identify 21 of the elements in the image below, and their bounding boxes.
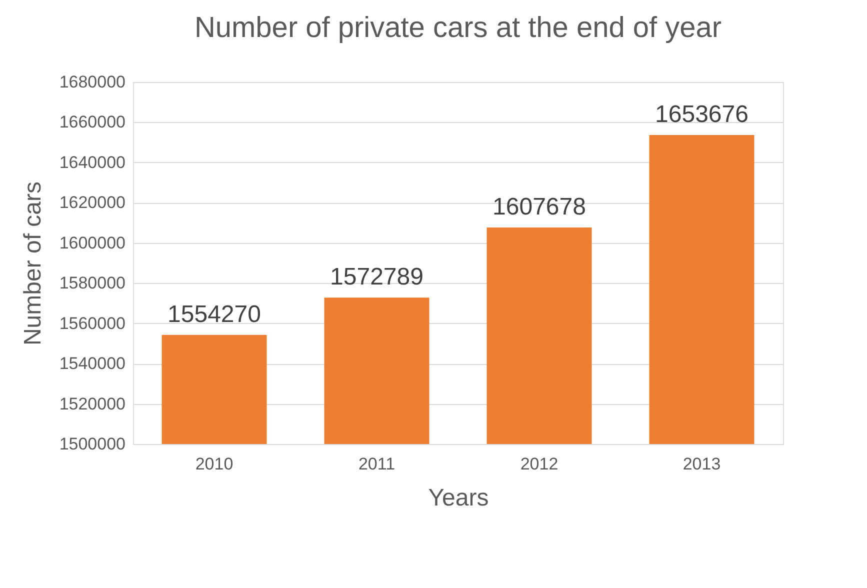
x-axis-title: Years	[428, 484, 489, 512]
y-tick-label: 1520000	[59, 394, 126, 414]
chart-title: Number of private cars at the end of year	[194, 12, 722, 44]
y-tick-label: 1500000	[59, 434, 126, 454]
y-tick-label: 1540000	[59, 354, 126, 374]
y-tick-label: 1580000	[59, 274, 126, 293]
data-label: 1653676	[655, 100, 748, 128]
x-tick-label: 2010	[195, 454, 234, 474]
y-tick-label: 1620000	[59, 193, 126, 212]
x-tick-label: 2011	[358, 454, 396, 474]
y-tick-label: 1640000	[59, 152, 126, 172]
x-tick-label: 2013	[682, 454, 721, 474]
data-label: 1607678	[492, 193, 586, 220]
y-tick-label: 1660000	[59, 112, 126, 132]
y-tick-label: 1560000	[59, 314, 126, 333]
y-axis-title: Number of cars	[19, 181, 46, 346]
y-tick-label: 1600000	[59, 233, 126, 252]
x-tick-label: 2012	[520, 454, 558, 474]
y-tick-label: 1680000	[59, 72, 126, 92]
data-label: 1572789	[330, 264, 424, 291]
data-label: 1554270	[168, 300, 261, 328]
